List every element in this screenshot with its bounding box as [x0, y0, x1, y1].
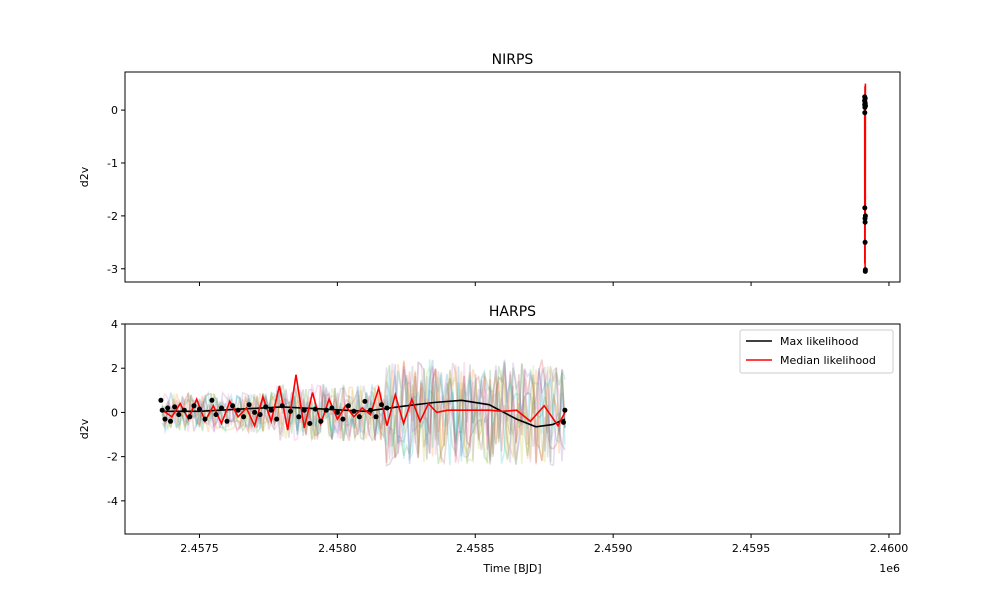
- harps-data-point: [312, 406, 318, 412]
- harps-data-point: [274, 416, 280, 422]
- nirps-ylabel: d2v: [78, 166, 91, 187]
- harps-frame: [124, 323, 901, 535]
- harps-data-point: [181, 407, 187, 413]
- harps-xtick-label: 2.4600: [870, 542, 909, 555]
- nirps-data-point: [862, 95, 868, 101]
- harps-data-point: [172, 404, 178, 410]
- harps-xtick-label: 2.4580: [318, 542, 357, 555]
- harps-series-line: [162, 399, 566, 428]
- nirps-data-point: [862, 205, 868, 211]
- x-offset-label: 1e6: [879, 562, 900, 575]
- harps-data-point: [165, 405, 171, 411]
- harps-xtick-label: 2.4575: [180, 542, 219, 555]
- harps-data-point: [162, 416, 168, 422]
- harps-data-point: [323, 407, 329, 413]
- nirps-data-point: [862, 239, 868, 245]
- harps-data-point: [562, 407, 568, 413]
- nirps-data-point: [863, 103, 868, 109]
- harps-sample-draw: [161, 362, 566, 467]
- harps-xlabel: Time [BJD]: [482, 562, 541, 575]
- harps-data-point: [307, 421, 313, 426]
- legend-box: [739, 329, 894, 374]
- nirps-plot-area: 0 -1 -2 -3: [107, 83, 890, 286]
- harps-data-point: [209, 397, 215, 403]
- harps-sample-draw: [161, 359, 566, 466]
- harps-sample-draw: [161, 360, 566, 461]
- harps-data-point: [379, 402, 384, 408]
- harps-xtick-label: 2.4585: [456, 542, 495, 555]
- legend-label-median: Median likelihood: [780, 354, 876, 367]
- nirps-ytick-label: -3: [107, 263, 118, 276]
- nirps-ytick-label: 0: [111, 104, 118, 117]
- harps-ytick-label: 2: [111, 362, 118, 375]
- harps-data-point: [168, 418, 173, 424]
- harps-data-point: [345, 403, 351, 409]
- nirps-ytick-label: -2: [107, 210, 118, 223]
- harps-data-point: [334, 409, 340, 415]
- harps-data-point: [187, 414, 193, 420]
- harps-data-point: [246, 402, 252, 408]
- nirps-ytick-label: -1: [107, 157, 118, 170]
- harps-axes: HARPS d2v Time [BJD] 1e6 4 2 0 -2 -4 2.4575 2.…: [78, 304, 908, 575]
- harps-data-point: [263, 404, 269, 410]
- harps-data-point: [219, 405, 224, 411]
- harps-ytick-label: 0: [111, 406, 118, 419]
- harps-ytick-label: 4: [111, 318, 118, 331]
- harps-sample-draw: [161, 361, 566, 467]
- harps-data-point: [230, 403, 236, 409]
- harps-xtick-label: 2.4590: [594, 542, 633, 555]
- harps-xtick-label: 2.4595: [732, 542, 771, 555]
- harps-data-point: [288, 408, 293, 414]
- nirps-data-point: [862, 267, 868, 273]
- harps-sample-draw: [161, 365, 566, 465]
- harps-data-point: [368, 407, 373, 413]
- harps-data-point: [257, 412, 263, 418]
- harps-data-point: [191, 403, 197, 409]
- harps-data-point: [279, 403, 285, 409]
- harps-data-point: [362, 398, 368, 404]
- harps-data-point: [301, 407, 307, 413]
- harps-data-point: [318, 418, 324, 424]
- harps-data-point: [176, 412, 182, 418]
- nirps-frame: [124, 71, 901, 283]
- harps-data-point: [329, 405, 335, 411]
- harps-ytick-label: -2: [107, 451, 118, 464]
- harps-title: HARPS: [489, 304, 536, 320]
- nirps-series-line: [863, 83, 867, 269]
- nirps-data-point: [862, 110, 868, 116]
- harps-data-point: [296, 414, 302, 420]
- harps-data-point: [224, 418, 230, 424]
- harps-data-point: [351, 408, 357, 414]
- harps-sample-draw: [161, 359, 566, 465]
- harps-ylabel: d2v: [78, 418, 91, 439]
- harps-data-point: [197, 406, 202, 412]
- nirps-title: NIRPS: [492, 52, 534, 68]
- harps-plot-area: 4 2 0 -2 -4 2.4575 2.4580 2.4585 2.4590 2.4595 2.4…: [107, 318, 908, 555]
- harps-data-point: [252, 409, 258, 415]
- harps-data-point: [268, 407, 274, 413]
- nirps-data-point: [862, 99, 868, 105]
- harps-ytick-label: -4: [107, 495, 118, 508]
- nirps-data-point: [862, 213, 868, 219]
- nirps-data-point: [862, 219, 868, 225]
- harps-data-point: [340, 416, 346, 422]
- harps-data-point: [158, 397, 164, 403]
- harps-data-point: [356, 414, 362, 420]
- harps-data-point: [373, 414, 379, 420]
- harps-data-point: [159, 407, 165, 413]
- harps-data-point: [235, 407, 241, 413]
- legend-label-max: Max likelihood: [780, 335, 859, 348]
- harps-series-line: [161, 374, 566, 431]
- harps-data-point: [241, 414, 247, 420]
- harps-data-point: [561, 419, 566, 425]
- legend: Max likelihood Median likelihood: [739, 329, 894, 374]
- harps-data-point: [202, 416, 208, 422]
- harps-data-point: [213, 412, 219, 418]
- harps-data-point: [384, 405, 390, 411]
- harps-sample-draw: [161, 359, 566, 464]
- nirps-axes: NIRPS d2v 0 -1 -2 -3: [78, 52, 901, 286]
